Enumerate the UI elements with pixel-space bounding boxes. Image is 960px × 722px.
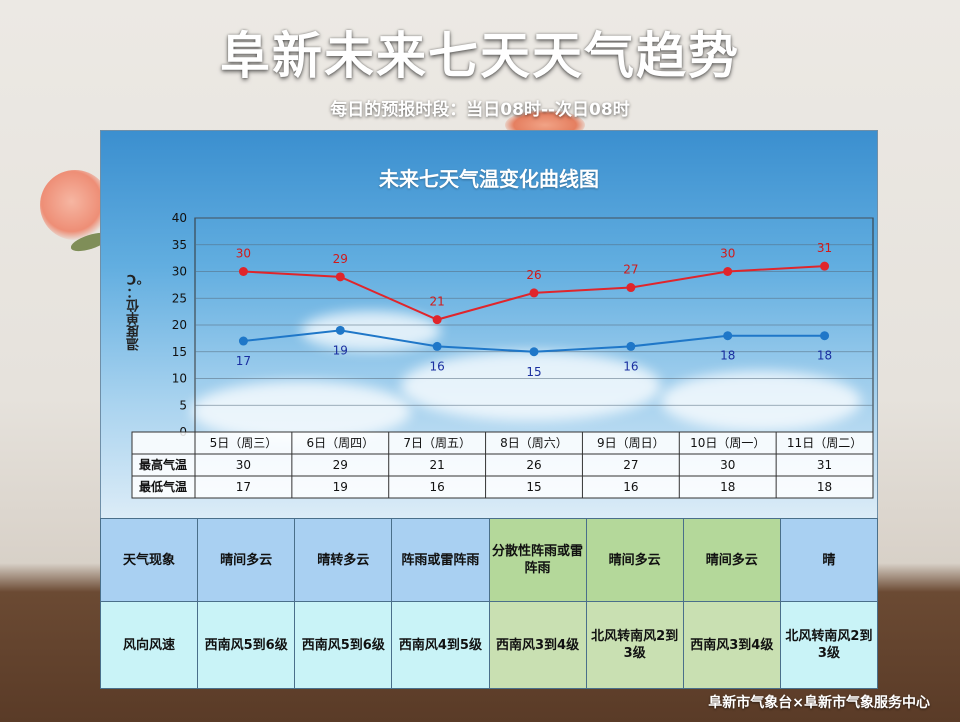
- table-cell: 31: [817, 458, 832, 472]
- data-point: [626, 341, 636, 351]
- table-cell: 16: [430, 480, 445, 494]
- weather-cell: 晴: [779, 518, 879, 602]
- y-tick-label: 30: [172, 265, 187, 279]
- table-cell: 16: [623, 480, 638, 494]
- weather-cell: 晴间多云: [682, 518, 781, 602]
- y-tick-label: 25: [172, 291, 187, 305]
- cloud-decoration: [301, 311, 441, 351]
- weather-row-label: 天气现象: [99, 518, 199, 602]
- chart-title: 未来七天气温变化曲线图: [379, 167, 599, 191]
- data-point: [723, 331, 733, 341]
- table-cell: 19: [333, 480, 348, 494]
- data-label: 27: [623, 263, 638, 277]
- data-label: 31: [817, 241, 832, 255]
- data-point: [238, 267, 248, 276]
- table-cell: 18: [720, 480, 735, 494]
- weather-cell: 分散性阵雨或雷阵雨: [488, 518, 587, 602]
- weather-cell: 晴转多云: [294, 518, 393, 602]
- footer-credit: 阜新市气象台×阜新市气象服务中心: [708, 695, 930, 711]
- weather-cell: 晴间多云: [197, 518, 296, 602]
- data-label: 18: [817, 349, 832, 363]
- data-table-bg: [131, 431, 874, 499]
- wind-cell: 北风转南风2到3级: [585, 601, 684, 689]
- data-point: [723, 267, 733, 276]
- wind-cell: 北风转南风2到3级: [779, 601, 879, 689]
- data-point: [432, 315, 442, 325]
- data-label: 16: [623, 359, 638, 373]
- wind-cell: 西南风5到6级: [294, 601, 393, 689]
- data-label: 26: [526, 268, 541, 282]
- wind-cell: 西南风4到5级: [391, 601, 490, 689]
- data-label: 30: [720, 247, 735, 261]
- data-label: 21: [430, 295, 445, 309]
- table-row-label: 最低气温: [139, 479, 187, 494]
- cloud-decoration: [401, 351, 661, 421]
- wind-row: 风向风速 西南风5到6级 西南风5到6级 西南风4到5级 西南风3到4级 北风转…: [99, 601, 879, 689]
- weather-table: 天气现象 晴间多云 晴转多云 阵雨或雷阵雨 分散性阵雨或雷阵雨 晴间多云 晴间多…: [99, 518, 879, 689]
- table-row-label: 最高气温: [139, 457, 187, 472]
- wall-flower: [40, 170, 110, 240]
- x-tick-label: 7日（周五）: [403, 436, 471, 450]
- weather-cell: 阵雨或雷阵雨: [391, 518, 490, 602]
- y-tick-label: 5: [179, 398, 187, 412]
- data-point: [820, 331, 830, 341]
- x-tick-label: 11日（周二）: [787, 436, 862, 450]
- table-cell: 30: [720, 458, 735, 472]
- data-point: [529, 288, 539, 298]
- page-title: 阜新未来七天天气趋势: [220, 27, 740, 85]
- y-tick-label: 15: [172, 345, 187, 359]
- x-tick-label: 6日（周四）: [306, 436, 374, 450]
- weather-row: 天气现象 晴间多云 晴转多云 阵雨或雷阵雨 分散性阵雨或雷阵雨 晴间多云 晴间多…: [99, 518, 879, 602]
- data-point: [335, 272, 345, 282]
- data-label: 17: [236, 354, 251, 368]
- y-tick-label: 10: [172, 372, 187, 386]
- table-cell: 26: [526, 458, 541, 472]
- data-label: 30: [236, 247, 251, 261]
- y-tick-label: 20: [172, 318, 187, 332]
- data-label: 15: [526, 365, 541, 379]
- data-point: [335, 325, 345, 335]
- table-cell: 29: [333, 458, 348, 472]
- table-cell: 30: [236, 458, 251, 472]
- data-label: 18: [720, 349, 735, 363]
- table-cell: 18: [817, 480, 832, 494]
- wind-row-label: 风向风速: [99, 601, 199, 689]
- y-tick-label: 40: [172, 211, 187, 225]
- weather-cell: 晴间多云: [585, 518, 684, 602]
- cloud-decoration: [661, 371, 861, 431]
- data-label: 19: [333, 343, 348, 357]
- x-tick-label: 8日（周六）: [500, 436, 568, 450]
- table-cell: 21: [430, 458, 445, 472]
- x-tick-label: 5日（周三）: [210, 436, 278, 450]
- data-point: [626, 283, 636, 293]
- wind-cell: 西南风3到4级: [488, 601, 587, 689]
- y-tick-label: 35: [172, 238, 187, 252]
- cloud-decoration: [191, 381, 411, 441]
- data-point: [432, 341, 442, 351]
- data-label: 29: [333, 252, 348, 266]
- x-tick-label: 10日（周一）: [690, 436, 765, 450]
- data-point: [820, 261, 830, 271]
- page-subtitle: 每日的预报时段：当日08时--次日08时: [330, 100, 630, 120]
- data-label: 16: [430, 359, 445, 373]
- data-point: [238, 336, 248, 346]
- table-cell: 15: [526, 480, 541, 494]
- wind-cell: 西南风5到6级: [197, 601, 296, 689]
- table-cell: 17: [236, 480, 251, 494]
- x-tick-label: 9日（周日）: [597, 436, 665, 450]
- wind-cell: 西南风3到4级: [682, 601, 781, 689]
- table-cell: 27: [623, 458, 638, 472]
- data-point: [529, 347, 539, 357]
